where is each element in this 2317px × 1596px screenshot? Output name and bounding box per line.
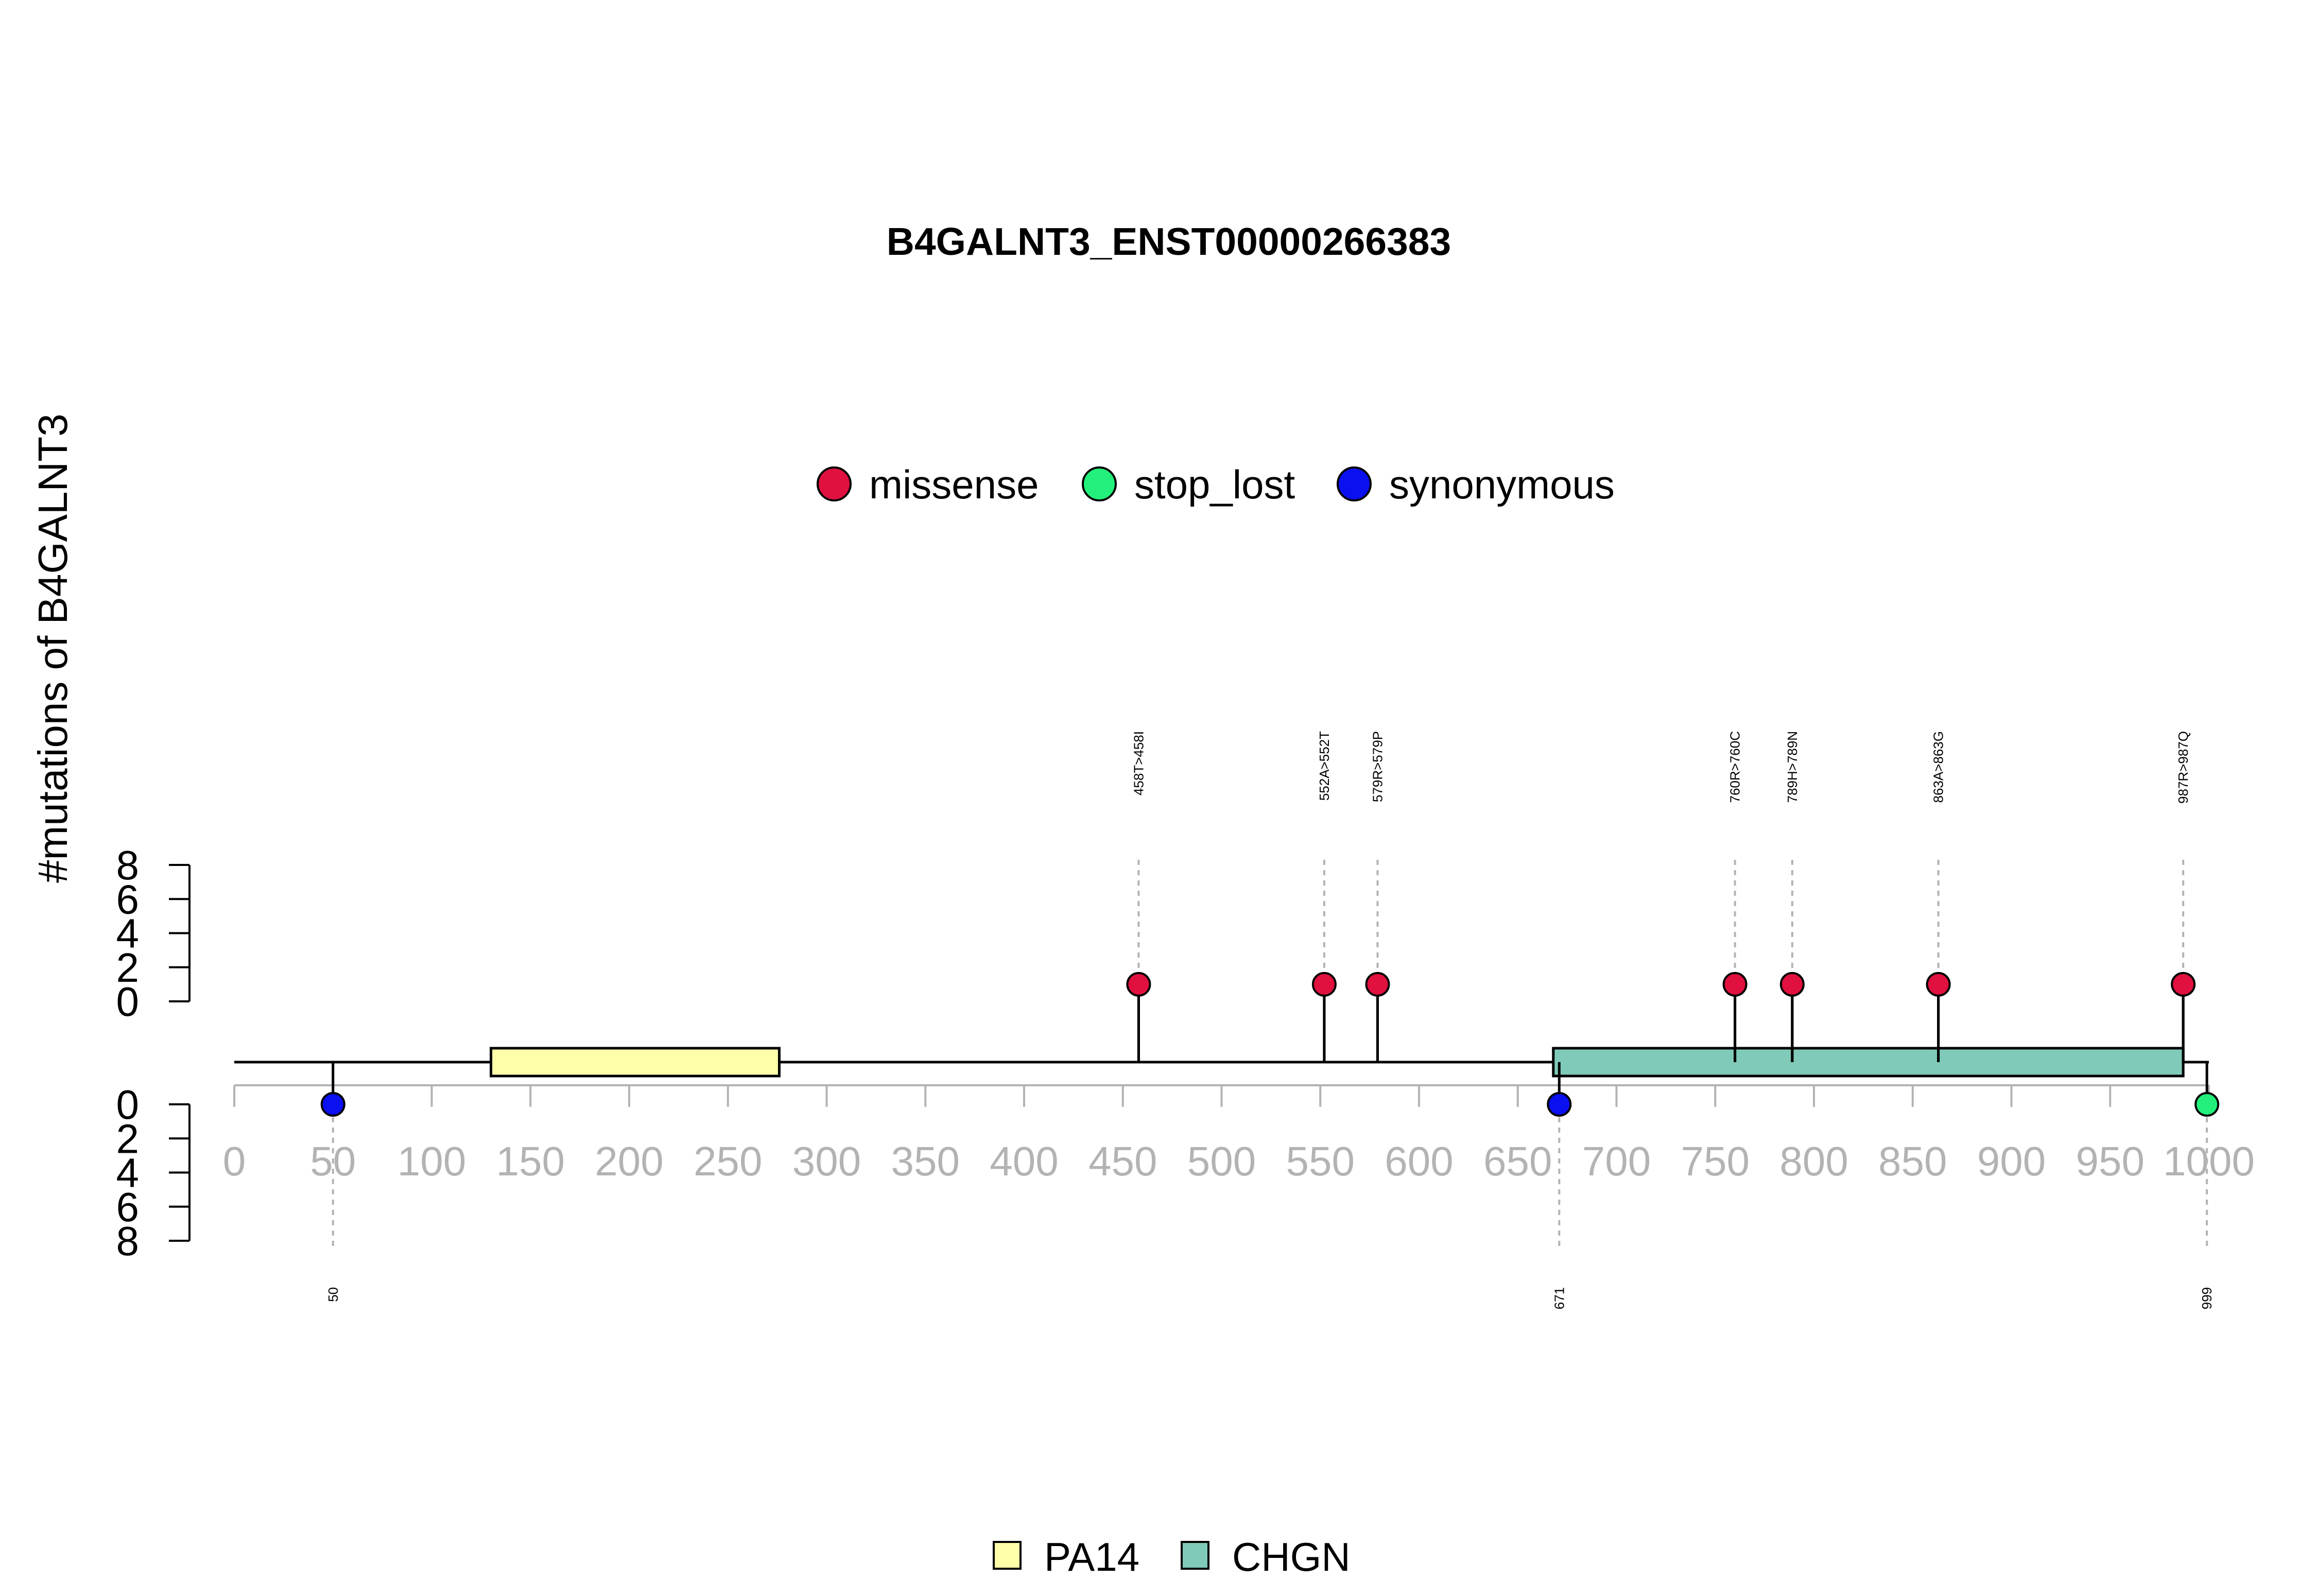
x-axis: 0 50 100 150 200 250 300 350 400 450 500 550 600 650 7…	[223, 1084, 2255, 1184]
lollipops-bottom: 50 671 999	[320, 1062, 2220, 1309]
legend-swatch-PA14	[993, 1541, 1022, 1570]
mutation-label-760: 760R>760C	[1727, 731, 1743, 803]
y-bottom-tick-label-6: 6	[116, 1184, 140, 1230]
point-999	[2194, 1092, 2220, 1117]
mutation-legend: missense stop_lost synonymous	[817, 462, 1615, 507]
point-671	[1547, 1092, 1572, 1117]
x-tick-label-500: 500	[1187, 1138, 1256, 1184]
point-789	[1779, 972, 1805, 997]
legend-label-synonymous: synonymous	[1389, 462, 1615, 507]
y-top-tick-label-4: 4	[116, 911, 140, 957]
y-axis-label: #mutations of B4GALNT3	[30, 413, 76, 883]
x-tick-label-800: 800	[1779, 1138, 1848, 1184]
x-tick-label-350: 350	[891, 1138, 960, 1184]
x-tick-label-550: 550	[1286, 1138, 1355, 1184]
x-tick-label-200: 200	[595, 1138, 663, 1184]
point-458	[1126, 972, 1151, 997]
x-tick-label-150: 150	[496, 1138, 565, 1184]
x-tick-label-1000: 1000	[2163, 1138, 2255, 1184]
y-top-tick-label-6: 6	[116, 876, 140, 922]
point-760	[1722, 972, 1748, 997]
mutation-label-789: 789H>789N	[1785, 731, 1800, 803]
y-bottom-tick-label-2: 2	[116, 1116, 140, 1161]
x-tick-label-300: 300	[792, 1138, 861, 1184]
y-top-tick-label-8: 8	[116, 842, 140, 888]
legend-label-stop_lost: stop_lost	[1134, 462, 1295, 507]
lollipops-top: 458T>458I 552A>552T 579R>579P 760R>760C 789H…	[1126, 731, 2196, 1062]
x-tick-label-100: 100	[397, 1138, 466, 1184]
x-tick-label-0: 0	[223, 1138, 246, 1184]
mutation-label-987: 987R>987Q	[2175, 731, 2191, 804]
x-tick-label-450: 450	[1088, 1138, 1157, 1184]
legend-label-missense: missense	[869, 462, 1039, 507]
legend-label-CHGN: CHGN	[1232, 1534, 1351, 1580]
domain-legend: PA14 CHGN	[993, 1534, 1351, 1580]
x-tick-label-950: 950	[2076, 1138, 2145, 1184]
point-552	[1311, 972, 1337, 997]
y-top-tick-label-2: 2	[116, 945, 140, 991]
legend-marker-stop_lost	[1082, 466, 1117, 501]
point-50	[320, 1092, 345, 1117]
legend-swatch-CHGN	[1181, 1541, 1209, 1570]
legend-marker-missense	[817, 466, 852, 501]
domain-PA14	[490, 1047, 781, 1078]
legend-marker-synonymous	[1337, 466, 1372, 501]
point-579	[1365, 972, 1390, 997]
legend-label-PA14: PA14	[1044, 1534, 1139, 1580]
x-tick-label-850: 850	[1878, 1138, 1947, 1184]
domain-CHGN	[1552, 1047, 2185, 1078]
x-tick-label-750: 750	[1681, 1138, 1750, 1184]
y-bottom-tick-label-0: 0	[116, 1082, 140, 1127]
mutation-label-50: 50	[325, 1287, 341, 1302]
domains	[490, 995, 2185, 1078]
y-top-tick-label-0: 0	[116, 979, 140, 1025]
x-tick-label-650: 650	[1483, 1138, 1552, 1184]
y-bottom-tick-label-8: 8	[116, 1218, 140, 1264]
x-tick-label-600: 600	[1385, 1138, 1453, 1184]
point-863	[1926, 972, 1951, 997]
mutation-label-999: 999	[2199, 1287, 2215, 1309]
chart-title: B4GALNT3_ENST00000266383	[887, 220, 1451, 263]
x-tick-label-700: 700	[1582, 1138, 1651, 1184]
point-987	[2171, 972, 2196, 997]
mutation-label-552: 552A>552T	[1317, 731, 1332, 801]
x-tick-label-900: 900	[1977, 1138, 2046, 1184]
mutation-label-458: 458T>458I	[1131, 731, 1146, 795]
y-bottom-tick-label-4: 4	[116, 1150, 140, 1196]
x-tick-label-400: 400	[990, 1138, 1058, 1184]
mutation-label-671: 671	[1551, 1287, 1567, 1309]
mutation-label-579: 579R>579P	[1370, 731, 1385, 802]
x-tick-label-250: 250	[694, 1138, 762, 1184]
mutation-label-863: 863A>863G	[1931, 731, 1946, 803]
